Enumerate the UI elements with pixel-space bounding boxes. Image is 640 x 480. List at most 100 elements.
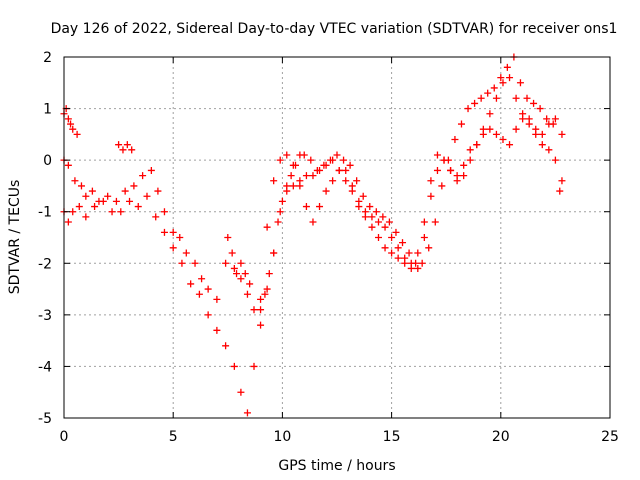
data-point xyxy=(353,177,361,185)
data-point xyxy=(276,208,284,216)
data-point xyxy=(479,130,487,138)
data-point xyxy=(355,203,363,211)
data-point xyxy=(420,218,428,226)
x-tick-labels: 0 5 10 15 20 25 xyxy=(60,429,619,445)
data-point xyxy=(71,177,79,185)
data-point xyxy=(368,223,376,231)
data-point xyxy=(473,141,481,149)
data-point xyxy=(241,270,249,278)
data-point xyxy=(117,208,125,216)
x-tick-label: 25 xyxy=(601,429,619,445)
data-point xyxy=(464,105,472,113)
data-point xyxy=(143,192,151,200)
data-point xyxy=(466,156,474,164)
data-point xyxy=(492,94,500,102)
data-point xyxy=(335,166,343,174)
data-point xyxy=(237,388,245,396)
data-point xyxy=(381,223,389,231)
data-point xyxy=(372,208,380,216)
y-tick-label: -5 xyxy=(38,411,52,427)
data-point xyxy=(374,234,382,241)
data-point xyxy=(418,259,426,267)
data-point xyxy=(523,94,531,102)
data-point xyxy=(119,146,127,154)
data-point xyxy=(69,208,77,216)
data-point xyxy=(230,264,238,272)
plot-frame xyxy=(63,56,611,419)
data-point xyxy=(359,192,367,200)
data-point xyxy=(551,115,559,123)
data-point xyxy=(519,115,527,123)
data-point xyxy=(431,218,439,226)
data-point xyxy=(506,141,514,149)
chart-title: Day 126 of 2022, Sidereal Day-to-day VTE… xyxy=(51,21,618,37)
data-point xyxy=(549,120,557,128)
data-point xyxy=(381,244,389,252)
data-point xyxy=(283,151,291,159)
data-point xyxy=(82,192,90,200)
data-point xyxy=(322,187,330,195)
data-point xyxy=(123,141,131,149)
data-point xyxy=(128,146,136,154)
data-point xyxy=(399,239,407,247)
data-point xyxy=(320,161,328,169)
data-point xyxy=(187,280,195,288)
data-point xyxy=(64,161,72,169)
data-point xyxy=(309,218,317,226)
data-point xyxy=(348,187,356,195)
data-point xyxy=(438,182,446,190)
data-point xyxy=(316,203,324,211)
data-points xyxy=(60,53,566,417)
data-point xyxy=(154,187,162,195)
data-point xyxy=(551,156,559,164)
data-point xyxy=(506,74,514,82)
data-point xyxy=(213,326,221,334)
data-point xyxy=(224,234,232,241)
data-point xyxy=(243,290,251,298)
data-point xyxy=(407,264,415,272)
data-point xyxy=(512,94,520,102)
data-point xyxy=(121,187,129,195)
series-ons1-track-c xyxy=(60,53,564,314)
data-point xyxy=(250,306,258,314)
data-point xyxy=(64,218,72,226)
data-point xyxy=(401,259,409,267)
data-point xyxy=(333,151,341,159)
data-point xyxy=(385,218,393,226)
data-point xyxy=(414,264,422,272)
x-tick-label: 0 xyxy=(60,429,69,445)
data-point xyxy=(471,99,479,107)
data-point xyxy=(276,156,284,164)
data-point xyxy=(152,213,160,221)
data-point xyxy=(263,223,271,231)
data-point xyxy=(195,290,203,298)
data-point xyxy=(115,141,123,149)
data-point xyxy=(182,249,190,257)
data-point xyxy=(425,244,433,252)
data-point xyxy=(204,285,212,293)
data-point xyxy=(538,141,546,149)
data-point xyxy=(302,203,310,211)
data-point xyxy=(130,182,138,190)
y-axis-label: SDTVAR / TECUs xyxy=(7,180,23,295)
data-point xyxy=(486,110,494,118)
data-point xyxy=(477,94,485,102)
data-point xyxy=(433,166,441,174)
data-point xyxy=(147,166,155,174)
data-point xyxy=(64,115,72,123)
data-point xyxy=(292,161,300,169)
data-point xyxy=(326,156,334,164)
data-point xyxy=(512,125,520,133)
data-point xyxy=(300,151,308,159)
data-point xyxy=(169,244,177,252)
data-point xyxy=(420,234,428,241)
data-point xyxy=(414,249,422,257)
data-point xyxy=(302,172,310,180)
data-point xyxy=(265,270,273,278)
data-point xyxy=(405,249,413,257)
data-point xyxy=(457,120,465,128)
data-point xyxy=(77,182,85,190)
data-point xyxy=(379,213,387,221)
data-point xyxy=(134,203,142,211)
data-point xyxy=(530,99,538,107)
